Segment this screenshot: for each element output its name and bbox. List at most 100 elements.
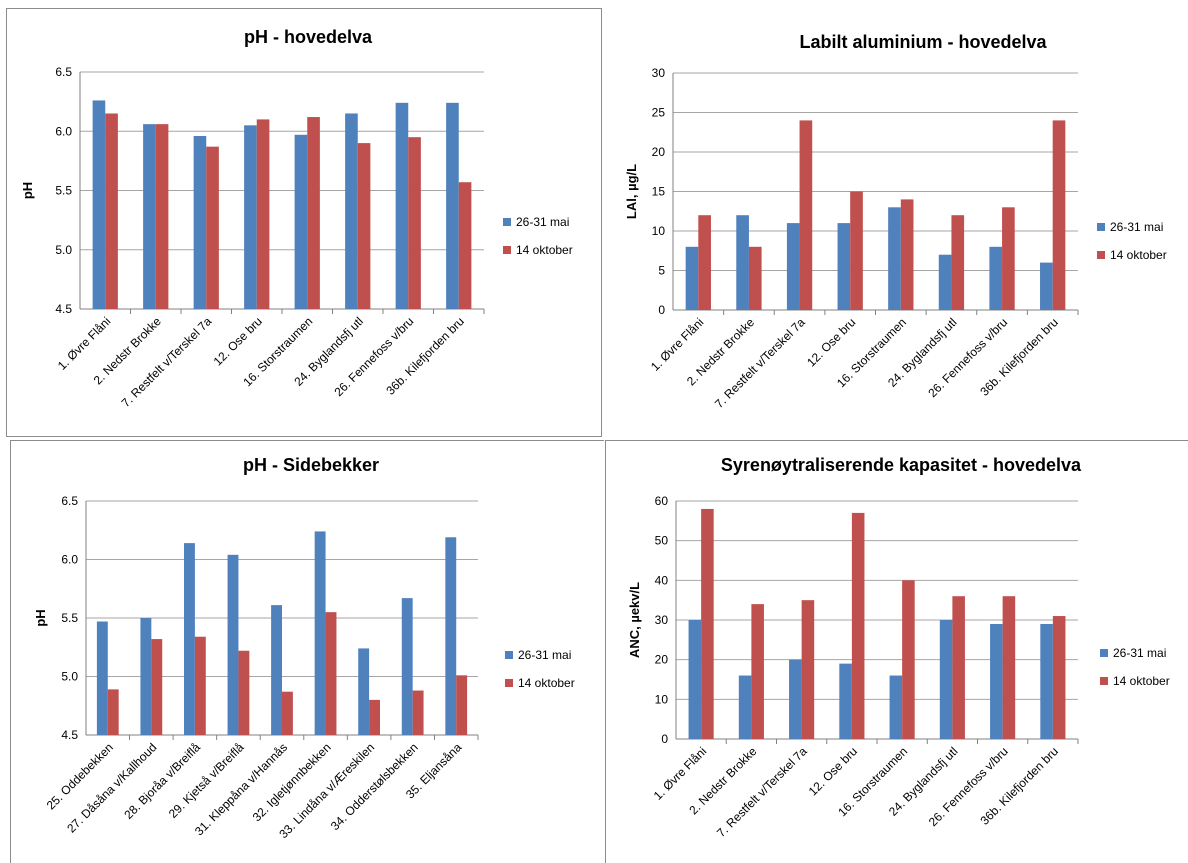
bar-mai <box>837 223 851 310</box>
y-tick-label: 30 <box>652 66 666 80</box>
legend-label: 14 oktober <box>516 243 573 257</box>
y-tick-label: 5 <box>658 264 665 278</box>
y-axis-title: LAl, µg/L <box>624 164 639 219</box>
bar-oktober <box>799 120 813 311</box>
bar-mai <box>738 675 752 739</box>
y-tick-label: 50 <box>655 534 669 548</box>
bar-oktober <box>900 199 914 310</box>
bar-mai <box>688 620 702 739</box>
bar-mai <box>789 659 802 739</box>
legend-label: 14 oktober <box>1113 674 1170 688</box>
bar-oktober <box>412 690 424 735</box>
bar-mai <box>839 663 852 739</box>
bar-mai <box>736 215 749 310</box>
legend-label: 14 oktober <box>1110 248 1167 262</box>
bar-mai <box>294 134 308 309</box>
bar-mai <box>193 135 207 309</box>
legend-label: 26-31 mai <box>516 215 569 229</box>
bar-mai <box>227 554 239 735</box>
chart-panel-ph-hovedelva: pH - hovedelva 4.5 5.0 5.5 6.0 6.5 pH 1. Øvre F… <box>6 8 602 437</box>
bar-oktober <box>369 699 380 735</box>
bar-oktober <box>748 246 762 310</box>
y-tick-label: 25 <box>652 106 666 120</box>
legend-swatch <box>1097 223 1105 231</box>
bar-mai <box>938 254 952 310</box>
bar-oktober <box>151 639 163 735</box>
y-axis-title: ANC, µekv/L <box>627 582 642 658</box>
bar-mai <box>345 113 358 309</box>
y-tick-label: 40 <box>655 573 669 587</box>
bar-oktober <box>458 182 472 309</box>
x-tick-label: 12. Ose bru <box>806 744 860 798</box>
y-tick-label: 10 <box>655 692 669 706</box>
x-tick-label: 7. Restfelt v/Terskel 7a <box>714 744 810 840</box>
bar-oktober <box>902 580 915 739</box>
legend-label: 14 oktober <box>518 676 575 690</box>
y-axis-title: pH <box>20 182 35 199</box>
chart-syrenoytraliserende: Syrenøytraliserende kapasitet - hovedelv… <box>627 455 1170 840</box>
bar-oktober <box>155 124 169 309</box>
bar-oktober <box>701 508 714 739</box>
bar-oktober <box>1002 596 1016 739</box>
y-tick-label: 5.5 <box>61 611 78 625</box>
chart-title: Labilt aluminium - hovedelva <box>799 32 1047 52</box>
bar-oktober <box>952 596 965 739</box>
chart-panel-ph-sidebekker: pH - Sidebekker 4.5 5.0 5.5 6.0 6.5 pH 25. Odde… <box>10 440 604 863</box>
y-tick-label: 5.0 <box>55 243 72 257</box>
y-tick-label: 60 <box>655 494 669 508</box>
bar-oktober <box>325 612 337 735</box>
bar-mai <box>395 102 409 309</box>
chart-title: Syrenøytraliserende kapasitet - hovedelv… <box>721 455 1082 475</box>
chart-panel-labilt-aluminium: Labilt aluminium - hovedelva 0 5 10 15 20 25 30… <box>603 20 1188 440</box>
y-tick-label: 10 <box>652 224 666 238</box>
bar-oktober <box>951 215 965 310</box>
legend-label: 26-31 mai <box>1110 220 1163 234</box>
bar-oktober <box>256 119 270 310</box>
bar-mai <box>140 618 152 735</box>
bar-mai <box>271 605 282 735</box>
bar-mai <box>445 537 457 735</box>
bar-oktober <box>206 146 219 309</box>
bar-oktober <box>1002 207 1015 310</box>
x-tick-label: 12. Ose bru <box>804 315 858 369</box>
bar-mai <box>401 598 413 735</box>
y-tick-label: 6.0 <box>61 553 78 567</box>
bar-oktober <box>1052 120 1066 311</box>
y-tick-label: 15 <box>652 185 666 199</box>
bar-oktober <box>107 689 119 735</box>
bar-oktober <box>850 191 863 310</box>
bar-mai <box>989 246 1003 310</box>
y-tick-label: 6.5 <box>61 494 78 508</box>
bar-oktober <box>408 137 421 309</box>
bar-mai <box>1040 623 1053 739</box>
legend-swatch <box>1100 677 1108 685</box>
y-tick-label: 5.5 <box>55 184 72 198</box>
legend-swatch <box>505 679 513 687</box>
bar-mai <box>990 623 1003 739</box>
x-tick-label: 7. Restfelt v/Terskel 7a <box>712 315 808 411</box>
y-tick-label: 5.0 <box>61 670 78 684</box>
bar-mai <box>446 102 459 309</box>
chart-title: pH - Sidebekker <box>243 455 379 475</box>
chart-title: pH - hovedelva <box>244 27 373 47</box>
bar-mai <box>685 246 699 310</box>
bar-oktober <box>1052 616 1066 739</box>
y-tick-label: 0 <box>661 732 668 746</box>
bar-mai <box>358 648 370 735</box>
legend-label: 26-31 mai <box>1113 646 1166 660</box>
bar-mai <box>143 124 156 309</box>
x-tick-label: 28. Bjoråa v/Breiflå <box>121 740 203 822</box>
bar-oktober <box>307 117 320 309</box>
bar-oktober <box>456 675 468 735</box>
legend-label: 26-31 mai <box>518 648 571 662</box>
x-tick-label: 7. Restfelt v/Terskel 7a <box>119 314 215 410</box>
y-tick-label: 6.5 <box>55 65 72 79</box>
x-tick-label: 29. Kjetså v/Breiflå <box>166 740 247 821</box>
legend-swatch <box>1097 251 1105 259</box>
bar-oktober <box>238 650 250 735</box>
bar-oktober <box>105 113 118 309</box>
y-axis-title: pH <box>33 609 48 626</box>
bar-mai <box>244 125 257 309</box>
